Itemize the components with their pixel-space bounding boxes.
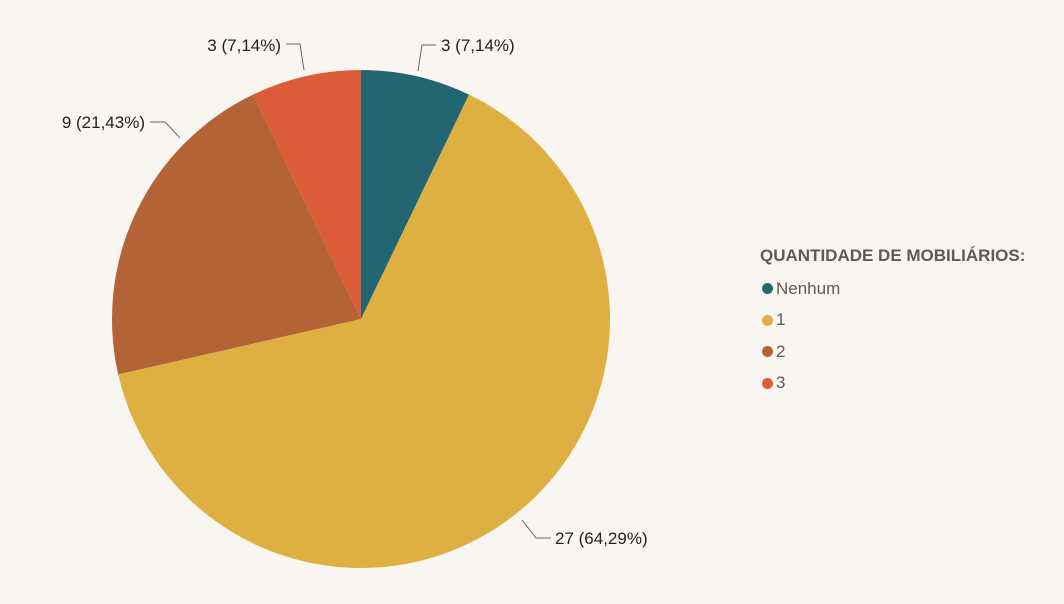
pie-slices xyxy=(112,70,610,568)
legend-label-2: 2 xyxy=(776,341,786,361)
legend: QUANTIDADE DE MOBILIÁRIOS: Nenhum 1 2 3 xyxy=(760,246,1025,399)
legend-label-3: 3 xyxy=(776,373,786,393)
pie-slice-3[interactable] xyxy=(252,70,361,319)
label-leaders xyxy=(150,43,551,539)
legend-swatch-nenhum xyxy=(762,283,773,295)
leader-line-3 xyxy=(286,43,305,71)
data-label-1: 27 (64,29%) xyxy=(555,529,648,548)
legend-item-2[interactable]: 2 xyxy=(760,336,1025,368)
data-label-3: 3 (7,14%) xyxy=(207,36,281,55)
leader-line-nenhum xyxy=(417,44,436,72)
leader-line-1 xyxy=(521,519,551,539)
pie-slice-2[interactable] xyxy=(112,94,361,375)
legend-swatch-1 xyxy=(762,314,773,326)
data-labels: 3 (7,14%) 27 (64,29%) 9 (21,43%) 3 (7,14%) xyxy=(62,36,648,548)
legend-swatch-3 xyxy=(762,377,773,389)
pie-slice-1[interactable] xyxy=(118,94,610,568)
legend-item-1[interactable]: 1 xyxy=(760,305,1025,337)
legend-item-nenhum[interactable]: Nenhum xyxy=(760,273,1025,305)
leader-line-2 xyxy=(150,121,181,139)
legend-item-3[interactable]: 3 xyxy=(760,368,1025,400)
legend-label-nenhum: Nenhum xyxy=(776,278,841,298)
legend-swatch-2 xyxy=(762,346,773,358)
data-label-nenhum: 3 (7,14%) xyxy=(441,36,515,55)
legend-label-1: 1 xyxy=(776,310,786,330)
legend-title: QUANTIDADE DE MOBILIÁRIOS: xyxy=(760,246,1026,265)
pie-slice-nenhum[interactable] xyxy=(361,70,470,319)
data-label-2: 9 (21,43%) xyxy=(62,113,145,132)
pie-chart: 3 (7,14%) 27 (64,29%) 9 (21,43%) 3 (7,14%) xyxy=(62,36,648,568)
